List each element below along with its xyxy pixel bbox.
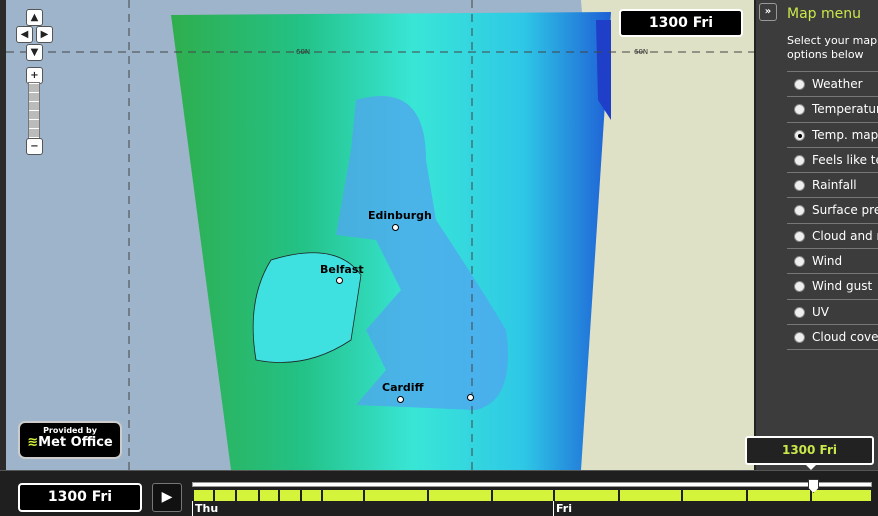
pan-right-button[interactable]: ▶ bbox=[36, 26, 53, 43]
map-option-uv[interactable]: UV bbox=[787, 300, 878, 325]
zoom-out-button[interactable]: − bbox=[26, 138, 43, 155]
radio-button[interactable] bbox=[794, 306, 805, 318]
map-canvas bbox=[6, 0, 754, 470]
timeline-segments bbox=[192, 490, 872, 501]
map-time-label: 1300 Fri bbox=[619, 9, 743, 37]
weather-map[interactable]: 60N 60N ▲ ◀ ▶ ▼ + − Edinburgh Belfast Ca… bbox=[6, 0, 754, 470]
timeline-step[interactable] bbox=[215, 490, 235, 501]
timeline-step[interactable] bbox=[194, 490, 213, 501]
met-office-wave-icon: ≋ bbox=[27, 435, 39, 450]
pan-down-button[interactable]: ▼ bbox=[26, 44, 43, 61]
met-office-logo[interactable]: Provided by ≋Met Office bbox=[18, 421, 122, 459]
timeline-step[interactable] bbox=[260, 490, 278, 501]
map-option-temperature[interactable]: Temperature bbox=[787, 97, 878, 123]
pan-left-button[interactable]: ◀ bbox=[16, 26, 33, 43]
logo-brand: ≋Met Office bbox=[27, 435, 113, 450]
timeline-tooltip: 1300 Fri bbox=[745, 436, 874, 470]
city-marker[interactable] bbox=[392, 224, 399, 231]
option-label: Surface pressure bbox=[812, 203, 878, 218]
option-label: Feels like temperature bbox=[812, 152, 878, 167]
timeline-step[interactable] bbox=[280, 490, 300, 501]
ireland bbox=[252, 252, 362, 363]
timeline-step[interactable] bbox=[237, 490, 258, 501]
city-marker[interactable] bbox=[397, 396, 404, 403]
map-option-surface-pressure[interactable]: Surface pressure bbox=[787, 198, 878, 224]
timeline-step[interactable] bbox=[302, 490, 321, 501]
radio-button[interactable] bbox=[794, 331, 805, 343]
timeline-step[interactable] bbox=[555, 490, 618, 501]
timeline-step[interactable] bbox=[748, 490, 810, 501]
city-label: Belfast bbox=[320, 263, 364, 276]
timeline-track[interactable] bbox=[192, 482, 872, 487]
timeline-step[interactable] bbox=[365, 490, 427, 501]
day-label-thu: Thu bbox=[192, 501, 218, 516]
radio-button[interactable] bbox=[794, 79, 805, 90]
radio-button[interactable] bbox=[794, 180, 805, 192]
radio-button[interactable] bbox=[794, 104, 805, 116]
map-option-wind[interactable]: Wind bbox=[787, 249, 878, 275]
timeline-step[interactable] bbox=[323, 490, 363, 501]
radio-button[interactable] bbox=[794, 129, 805, 141]
map-option-rainfall[interactable]: Rainfall bbox=[787, 173, 878, 199]
city-label: Edinburgh bbox=[368, 209, 432, 222]
day-label-fri: Fri bbox=[553, 501, 572, 516]
timeline-step[interactable] bbox=[429, 490, 491, 501]
option-label: Weather bbox=[812, 77, 863, 91]
great-britain bbox=[336, 96, 508, 410]
play-button[interactable]: ▶ bbox=[152, 483, 182, 512]
radio-button[interactable] bbox=[794, 154, 805, 166]
city-marker[interactable] bbox=[336, 277, 343, 284]
latitude-label: 60N bbox=[296, 48, 311, 56]
map-option-weather[interactable]: Weather bbox=[787, 72, 878, 98]
radio-button[interactable] bbox=[794, 230, 805, 242]
option-label: Cloud cover bbox=[812, 329, 878, 344]
logo-caption: Provided by bbox=[43, 426, 97, 435]
timeline-step[interactable] bbox=[812, 490, 871, 501]
option-label: Temp. map bbox=[812, 127, 878, 142]
radio-button[interactable] bbox=[794, 281, 805, 293]
timeline-step[interactable] bbox=[620, 490, 681, 501]
timeline-step[interactable] bbox=[683, 490, 746, 501]
map-option-feels-like-temperature[interactable]: Feels like temperature bbox=[787, 148, 878, 174]
panel-title: Map menu bbox=[787, 6, 861, 22]
timeline-slider-handle[interactable] bbox=[808, 479, 819, 493]
current-time-display: 1300 Fri bbox=[18, 483, 142, 512]
map-option-wind-gust[interactable]: Wind gust bbox=[787, 274, 878, 300]
radio-button[interactable] bbox=[794, 205, 805, 217]
latitude-label: 60N bbox=[634, 48, 649, 56]
option-label: Rainfall bbox=[812, 178, 857, 193]
zoom-slider[interactable] bbox=[28, 82, 40, 140]
radio-button[interactable] bbox=[794, 256, 805, 268]
city-label: Cardiff bbox=[382, 381, 424, 394]
option-label: Temperature bbox=[812, 102, 878, 117]
option-label: Cloud and rain bbox=[812, 228, 878, 243]
map-menu-panel: » Map menu Select your map options below… bbox=[754, 0, 878, 470]
map-options-list: Weather Temperature Temp. map Feels like te… bbox=[787, 71, 878, 351]
option-label: Wind bbox=[812, 254, 843, 269]
map-option-cloud-and-rain[interactable]: Cloud and rain bbox=[787, 224, 878, 250]
pan-up-button[interactable]: ▲ bbox=[26, 9, 43, 26]
timeline-step[interactable] bbox=[493, 490, 553, 501]
map-option-temp-map[interactable]: Temp. map bbox=[787, 123, 878, 148]
option-label: Wind gust bbox=[812, 279, 873, 294]
panel-description: Select your map options below bbox=[787, 34, 878, 61]
collapse-panel-button[interactable]: » bbox=[759, 3, 777, 21]
map-option-cloud-cover[interactable]: Cloud cover bbox=[787, 325, 878, 351]
timeline-bar: 1300 Fri ▶ Thu Fri bbox=[0, 470, 878, 516]
option-label: UV bbox=[812, 304, 829, 319]
city-marker[interactable] bbox=[467, 394, 474, 401]
